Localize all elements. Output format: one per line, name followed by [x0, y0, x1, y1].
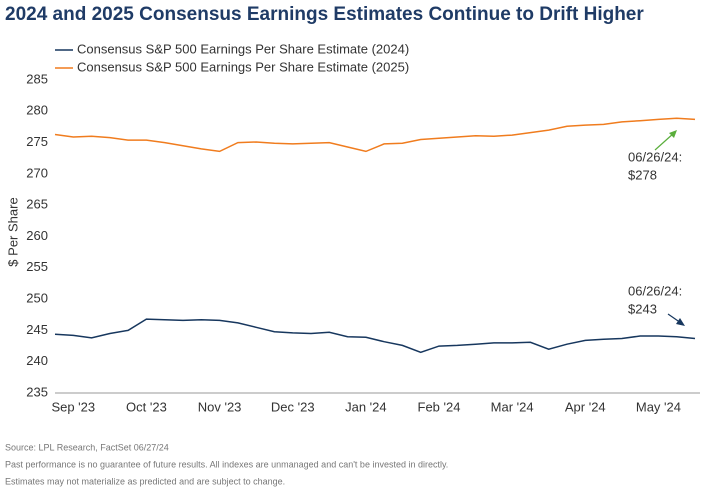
x-tick-label: Jan '24	[345, 399, 387, 414]
footnote: Estimates may not materialize as predict…	[5, 476, 285, 486]
x-tick-label: Apr '24	[565, 399, 606, 414]
x-tick-label: Dec '23	[271, 399, 315, 414]
y-tick-label: 275	[26, 134, 48, 149]
y-tick-label: 255	[26, 259, 48, 274]
footnote: Past performance is no guarantee of futu…	[5, 459, 448, 469]
y-axis-label: $ Per Share	[5, 197, 20, 266]
annotation: 06/26/24:	[628, 149, 682, 164]
y-tick-label: 235	[26, 384, 48, 399]
y-tick-label: 285	[26, 71, 48, 86]
legend-label: Consensus S&P 500 Earnings Per Share Est…	[77, 59, 409, 74]
y-tick-label: 245	[26, 322, 48, 337]
x-tick-label: Nov '23	[198, 399, 242, 414]
arrow	[654, 132, 675, 151]
y-tick-label: 270	[26, 165, 48, 180]
arrow-head	[676, 318, 685, 326]
x-tick-label: Mar '24	[491, 399, 534, 414]
y-tick-label: 260	[26, 228, 48, 243]
x-tick-label: Feb '24	[418, 399, 461, 414]
y-tick-label: 265	[26, 197, 48, 212]
y-tick-label: 250	[26, 291, 48, 306]
series-line	[54, 117, 696, 153]
annotation: $278	[628, 167, 657, 182]
footnote: Source: LPL Research, FactSet 06/27/24	[5, 442, 169, 452]
chart-title: 2024 and 2025 Consensus Earnings Estimat…	[5, 4, 644, 25]
legend-label: Consensus S&P 500 Earnings Per Share Est…	[77, 41, 409, 56]
series-line	[54, 318, 696, 354]
arrow-head	[669, 130, 677, 138]
x-tick-label: May '24	[636, 399, 681, 414]
y-tick-label: 280	[26, 103, 48, 118]
annotation: $243	[628, 301, 657, 316]
x-tick-label: Sep '23	[51, 399, 95, 414]
x-tick-label: Oct '23	[126, 399, 167, 414]
annotation: 06/26/24:	[628, 283, 682, 298]
y-tick-label: 240	[26, 353, 48, 368]
